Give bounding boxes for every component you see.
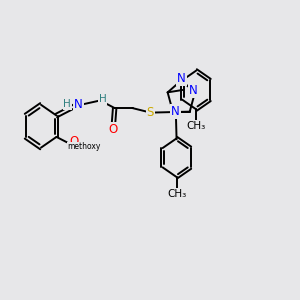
Text: N: N <box>74 98 82 111</box>
Text: CH₃: CH₃ <box>167 189 186 199</box>
Text: N: N <box>177 72 186 85</box>
Text: S: S <box>147 106 154 119</box>
Text: N: N <box>189 84 197 98</box>
Text: CH₃: CH₃ <box>187 121 206 131</box>
Text: H: H <box>99 94 107 104</box>
Text: O: O <box>69 135 78 148</box>
Text: methoxy: methoxy <box>68 142 101 151</box>
Text: H: H <box>64 99 71 109</box>
Text: O: O <box>109 123 118 136</box>
Text: N: N <box>171 105 180 118</box>
